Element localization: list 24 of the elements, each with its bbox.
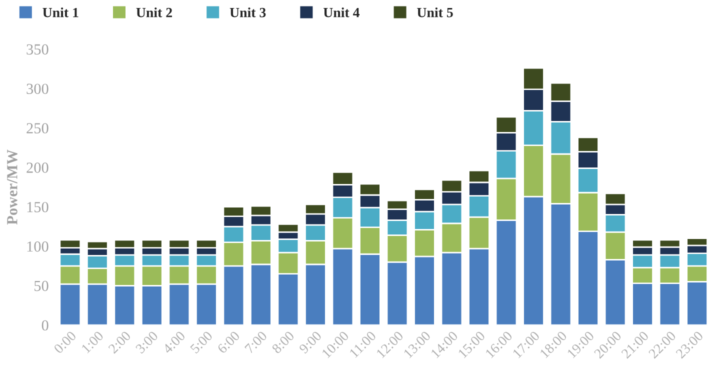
y-tick-label: 350 (26, 44, 48, 55)
legend-label: Unit 4 (323, 7, 360, 18)
x-tick-label: 8:00 (271, 330, 295, 354)
y-tick-label: 50 (34, 280, 48, 292)
x-tick-label: 3:00 (135, 330, 158, 354)
x-tick-label: 0:00 (53, 330, 77, 354)
y-tick-label: 300 (26, 84, 48, 94)
legend-label: Unit 2 (136, 7, 172, 18)
y-tick-label: 200 (26, 162, 48, 173)
x-tick-label: 5:00 (190, 330, 213, 354)
legend-label: Unit 3 (230, 7, 266, 18)
x-tick-label: 7:00 (244, 330, 268, 354)
x-tick-label: 6:00 (216, 330, 240, 354)
y-tick-label: 250 (26, 123, 48, 134)
x-tick-label: 1:00 (81, 330, 104, 354)
legend-label: Unit 5 (417, 7, 453, 18)
x-tick-label: 2:00 (108, 330, 132, 354)
y-axis-title: Power/MW (7, 150, 18, 225)
y-tick-label: 0 (42, 320, 48, 331)
legend-label: Unit 1 (42, 7, 78, 18)
x-tick-label: 9:00 (298, 330, 322, 354)
x-tick-label: 4:00 (162, 330, 186, 354)
y-tick-label: 100 (27, 241, 48, 252)
y-tick-label: 150 (27, 202, 48, 212)
